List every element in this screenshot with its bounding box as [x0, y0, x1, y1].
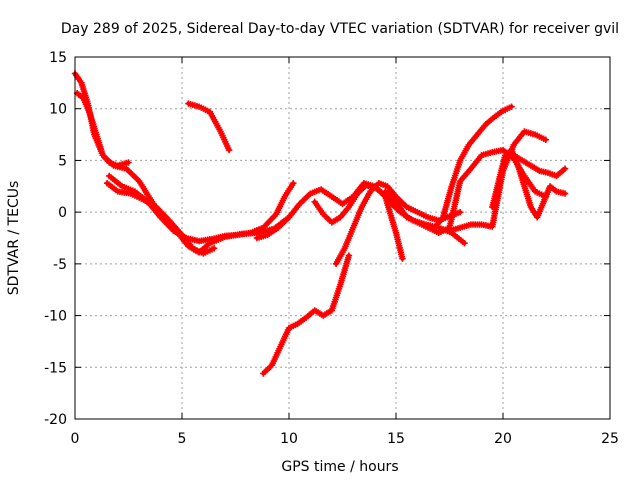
y-tick-label: 10: [49, 102, 67, 118]
x-tick-label: 20: [494, 431, 512, 447]
series-arc-10: [382, 146, 549, 237]
x-axis-label: GPS time / hours: [281, 459, 398, 475]
data-point: [225, 146, 233, 154]
data-point: [125, 159, 132, 166]
y-tick-label: -20: [44, 412, 67, 428]
series-arc-2: [73, 90, 132, 169]
axis-ticks: 0 5 10 15 20 25 -20 -15 -10 -5 0 5 10 15: [44, 50, 619, 447]
data-point: [542, 136, 549, 143]
grid: [75, 57, 610, 419]
x-tick-label: 0: [71, 431, 80, 447]
data-point: [210, 245, 218, 252]
y-tick-label: -15: [44, 360, 67, 376]
data-point: [461, 239, 468, 247]
data-point: [345, 252, 353, 259]
series-arc-14: [510, 152, 569, 180]
series-arc-9: [332, 179, 464, 268]
series-arc-11: [431, 103, 515, 231]
y-tick-label: 5: [58, 153, 67, 169]
data-points: [71, 70, 569, 377]
x-tick-label: 10: [280, 431, 298, 447]
data-point: [457, 208, 464, 216]
data-point: [561, 190, 569, 197]
plot-frame: [74, 56, 611, 420]
x-tick-label: 25: [601, 431, 619, 447]
series-arc-4: [106, 172, 297, 245]
x-tick-label: 15: [387, 431, 405, 447]
series-arc-12: [446, 128, 549, 234]
data-point: [290, 179, 297, 187]
y-tick-label: 15: [49, 50, 67, 66]
series-arc-13: [489, 146, 569, 221]
data-point: [399, 255, 406, 262]
chart-title: Day 289 of 2025, Sidereal Day-to-day VTE…: [61, 21, 619, 37]
x-tick-label: 5: [178, 431, 187, 447]
y-axis-label: SDTVAR / TECUs: [6, 181, 22, 296]
data-point: [561, 165, 569, 172]
y-tick-label: -10: [44, 309, 67, 325]
data-point: [508, 103, 515, 110]
series-arc-6: [260, 252, 353, 377]
y-tick-label: 0: [58, 205, 67, 221]
y-tick-label: -5: [53, 257, 67, 273]
series-arc-5: [185, 100, 233, 154]
